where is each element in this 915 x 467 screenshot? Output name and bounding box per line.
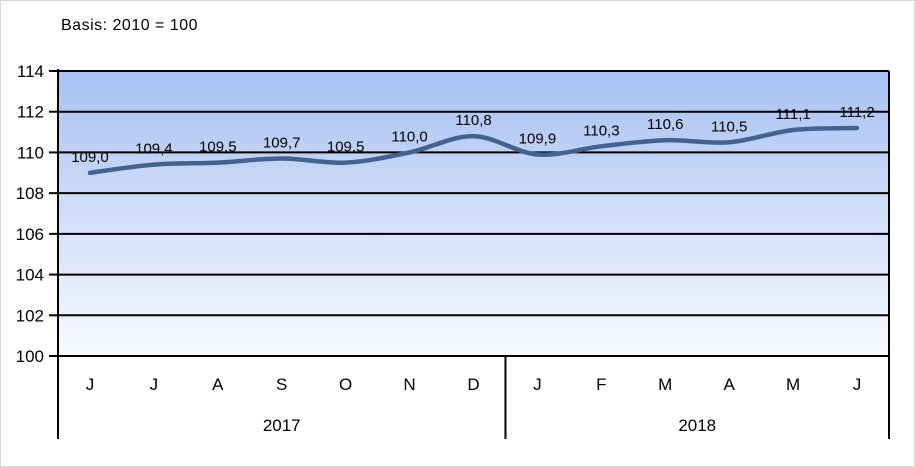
month-label: J	[533, 375, 542, 394]
year-label: 2018	[678, 416, 716, 435]
month-label: J	[150, 375, 159, 394]
data-label: 109,5	[199, 139, 237, 156]
trend-line	[87, 125, 860, 176]
y-tick-label: 106	[16, 225, 44, 244]
month-label: M	[658, 375, 672, 394]
month-label: O	[339, 375, 352, 394]
month-label: S	[276, 375, 287, 394]
year-label: 2017	[263, 416, 301, 435]
month-label: J	[853, 375, 862, 394]
y-tick-label: 114	[17, 62, 44, 81]
month-label: D	[467, 375, 479, 394]
month-label: A	[212, 375, 224, 394]
y-tick-label: 110	[17, 143, 44, 162]
data-label: 110,5	[711, 118, 747, 135]
chart-title: Basis: 2010 = 100	[61, 17, 199, 34]
y-tick-label: 104	[16, 266, 44, 285]
y-tick-label: 112	[17, 103, 44, 122]
data-label: 109,7	[263, 135, 301, 152]
data-label: 111,1	[775, 106, 810, 123]
data-label: 109,9	[519, 130, 557, 147]
data-label: 110,6	[647, 116, 683, 133]
month-label: A	[724, 375, 736, 394]
y-tick-label: 100	[16, 347, 44, 366]
data-label: 110,8	[455, 112, 491, 129]
data-label: 110,0	[391, 128, 427, 145]
month-label: M	[786, 375, 800, 394]
data-label: 109,4	[135, 141, 173, 158]
month-label: J	[86, 375, 95, 394]
month-label: F	[596, 375, 606, 394]
y-tick-label: 108	[16, 184, 44, 203]
data-label: 109,0	[71, 149, 109, 166]
data-label: 111,2	[839, 104, 874, 121]
y-tick-label: 102	[16, 306, 44, 325]
plot-area	[58, 71, 889, 356]
data-label: 109,5	[327, 139, 365, 156]
month-label: N	[403, 375, 415, 394]
data-label: 110,3	[583, 122, 619, 139]
